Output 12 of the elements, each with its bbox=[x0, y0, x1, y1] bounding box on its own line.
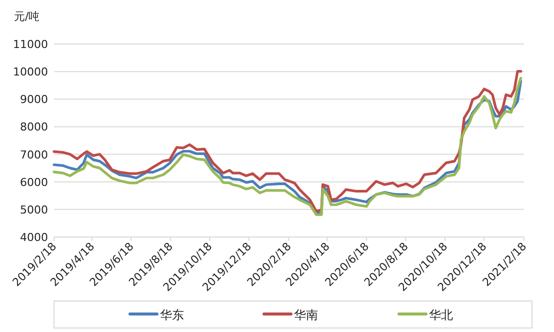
y-tick-label: 9000 bbox=[20, 93, 48, 106]
y-tick-label: 7000 bbox=[20, 148, 48, 162]
legend-label: 华南 bbox=[294, 308, 318, 322]
y-tick-label: 11000 bbox=[13, 38, 48, 51]
legend-label: 华东 bbox=[160, 308, 184, 322]
ylabel: 元/吨 bbox=[14, 10, 40, 23]
y-tick-label: 5000 bbox=[20, 203, 48, 216]
y-tick-label: 8000 bbox=[20, 120, 48, 134]
y-tick-label: 10000 bbox=[13, 66, 48, 79]
legend-label: 华北 bbox=[429, 308, 453, 322]
y-tick-label: 4000 bbox=[20, 231, 48, 244]
y-tick-label: 6000 bbox=[20, 176, 48, 189]
